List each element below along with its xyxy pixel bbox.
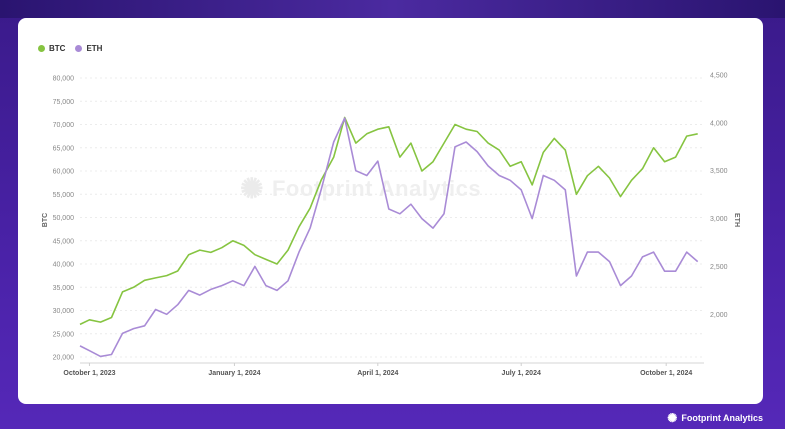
y-axis-right-title: ETH [733, 213, 740, 227]
y-axis-left: 80,000 75,000 70,000 65,000 60,000 55,000 50,0… [53, 76, 75, 362]
watermark-logo-icon: ✺ [240, 173, 264, 204]
series-lines [79, 116, 699, 358]
series-line-eth [79, 117, 699, 358]
series-line-btc [79, 116, 698, 326]
legend-label-btc: BTC [49, 44, 66, 53]
grid-lines [80, 77, 704, 358]
x-tick-label: April 1, 2024 [357, 370, 398, 377]
watermark-text: Footprint Analytics [271, 175, 482, 201]
y-left-tick-label: 60,000 [53, 169, 75, 176]
y-left-tick-label: 50,000 [53, 215, 75, 222]
legend-label-eth: ETH [86, 44, 103, 53]
y-right-tick-label: 2,000 [710, 312, 728, 319]
y-right-tick-label: 4,000 [710, 120, 728, 127]
y-left-tick-label: 65,000 [53, 145, 75, 152]
y-right-tick-label: 3,500 [710, 168, 728, 175]
legend-dot-eth [75, 45, 83, 52]
background-strip [0, 0, 785, 18]
x-axis: October 1, 2023 January 1, 2024 April 1, 2… [63, 362, 704, 377]
y-left-tick-label: 55,000 [53, 192, 75, 199]
line-chart: 80,000 75,000 70,000 65,000 60,000 55,000 50,0… [42, 73, 740, 378]
y-left-tick-label: 80,000 [53, 76, 75, 83]
y-right-tick-label: 3,000 [710, 216, 728, 223]
y-left-tick-label: 25,000 [53, 331, 75, 338]
watermark: ✺ Footprint Analytics [240, 172, 481, 205]
brand-footer: ✺ Footprint Analytics [667, 411, 763, 425]
x-tick-label: October 1, 2024 [640, 370, 692, 377]
footprint-logo-icon: ✺ [667, 411, 678, 425]
y-left-tick-label: 30,000 [53, 308, 75, 315]
x-tick-label: October 1, 2023 [63, 370, 115, 377]
y-axis-right: 4,500 4,000 3,500 3,000 2,500 2,000 [710, 73, 728, 319]
y-right-tick-label: 2,500 [710, 264, 728, 271]
y-left-tick-label: 70,000 [53, 122, 75, 129]
y-left-tick-label: 40,000 [53, 262, 75, 269]
y-left-tick-label: 20,000 [53, 355, 75, 362]
y-left-tick-label: 45,000 [53, 238, 75, 245]
y-left-tick-label: 35,000 [53, 285, 75, 292]
y-axis-left-title: BTC [42, 213, 49, 227]
legend-item-eth[interactable]: ETH [75, 44, 102, 53]
chart-legend: BTC ETH [38, 44, 102, 53]
chart-card [18, 18, 763, 404]
x-tick-label: July 1, 2024 [502, 370, 541, 377]
legend-dot-btc [38, 45, 45, 52]
y-right-tick-label: 4,500 [710, 73, 728, 80]
brand-name: Footprint Analytics [681, 413, 763, 423]
legend-item-btc[interactable]: BTC [38, 44, 65, 53]
x-tick-label: January 1, 2024 [208, 370, 260, 377]
y-left-tick-label: 75,000 [53, 99, 75, 106]
